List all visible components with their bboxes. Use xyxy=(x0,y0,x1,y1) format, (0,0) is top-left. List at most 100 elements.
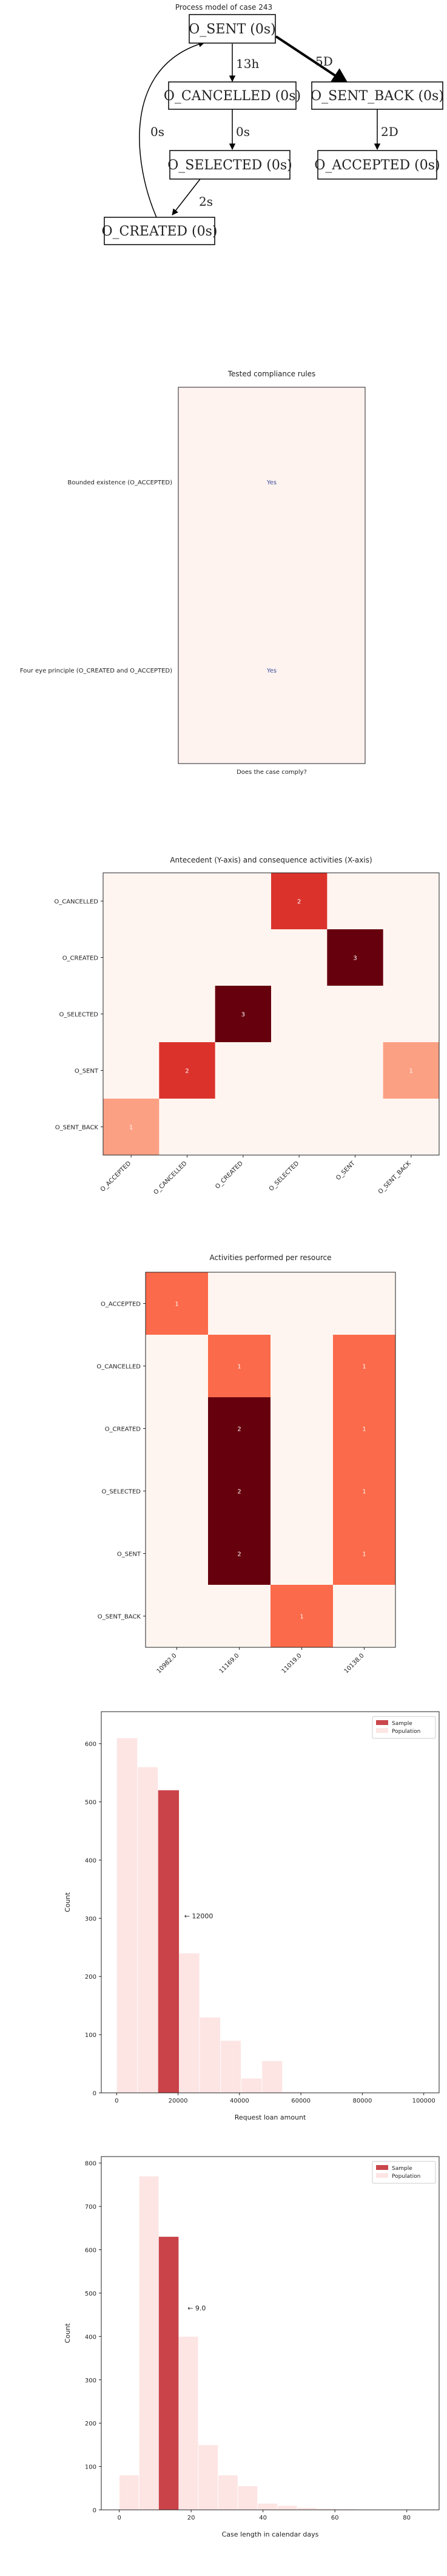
heatmap-cell xyxy=(271,929,328,986)
heatmap-cell xyxy=(146,1272,209,1335)
y-tick-label: O_SENT xyxy=(117,1551,141,1558)
population-bar xyxy=(240,2078,263,2093)
y-tick-label: 500 xyxy=(85,1800,96,1806)
population-bar xyxy=(178,2336,199,2510)
edge-sent-sentback xyxy=(275,35,349,85)
edge-label-13h: 13h xyxy=(236,56,259,71)
legend-label: Population xyxy=(392,1729,420,1735)
heatmap-cell-label: 2 xyxy=(237,1426,241,1433)
heatmap-cell xyxy=(383,1042,440,1099)
heatmap-title: Activities performed per resource xyxy=(210,1253,332,1262)
node-label: O_SELECTED (0s) xyxy=(167,158,292,173)
process-edges: 13h 5D 0s 2D 2s 0s xyxy=(139,35,398,218)
heatmap-cell xyxy=(383,873,440,930)
x-tick-label: 60000 xyxy=(291,2098,311,2104)
heatmap-cell-label: 1 xyxy=(362,1364,366,1371)
y-tick-label: O_SELECTED xyxy=(101,1489,141,1496)
heatmap-cell xyxy=(146,1460,209,1523)
heatmap-cell xyxy=(333,1335,396,1398)
legend-label: Sample xyxy=(392,1721,412,1727)
heatmap-cell xyxy=(383,929,440,986)
heatmap-cell xyxy=(271,1397,334,1460)
node-o-cancelled: O_CANCELLED (0s) xyxy=(164,81,301,110)
heatmap-cell xyxy=(271,1585,334,1648)
legend-swatch-sample xyxy=(376,2165,388,2170)
legend-swatch-population xyxy=(376,1728,388,1733)
legend-box xyxy=(372,2161,436,2184)
node-o-accepted: O_ACCEPTED (0s) xyxy=(314,150,440,180)
x-tick-label: 20000 xyxy=(169,2098,188,2104)
edge-label-5d: 5D xyxy=(315,54,333,69)
heatmap-cell xyxy=(159,929,216,986)
heatmap-cell xyxy=(333,1585,396,1648)
y-tick-label: 0 xyxy=(93,2090,96,2097)
sample-bar xyxy=(158,1790,180,2093)
y-tick-label: 600 xyxy=(85,1741,96,1748)
x-tick-label: 40 xyxy=(259,2515,267,2521)
heatmap-cell xyxy=(208,1585,271,1648)
heatmap-cell xyxy=(208,1272,271,1335)
legend-swatch-sample xyxy=(376,1720,388,1725)
x-tick-label: 60 xyxy=(331,2515,339,2521)
y-tick-label: 800 xyxy=(85,2161,96,2168)
heatmap-cell xyxy=(146,1585,209,1648)
legend-label: Population xyxy=(392,2174,420,2180)
x-tick-label: 11019.0 xyxy=(281,1652,303,1675)
population-bar xyxy=(261,2060,283,2093)
heatmap-cell xyxy=(103,1042,160,1099)
edge-label-0s-a: 0s xyxy=(236,124,250,139)
heatmap-cell xyxy=(271,1099,328,1156)
node-o-sent-back: O_SENT_BACK (0s) xyxy=(311,81,444,110)
heatmap-cell-label: 3 xyxy=(241,1012,245,1019)
x-tick-label: O_SENT xyxy=(335,1160,357,1182)
population-bar xyxy=(297,2507,317,2510)
heatmap-cell xyxy=(327,1042,384,1099)
population-bar xyxy=(119,2475,139,2510)
compliance-plot-area xyxy=(178,387,366,764)
x-tick-label: O_CANCELLED xyxy=(152,1160,188,1196)
heatmap-cell xyxy=(271,1460,334,1523)
edge-label-0s-b: 0s xyxy=(150,124,164,139)
heatmap-cell xyxy=(159,986,216,1043)
heatmap-cell xyxy=(146,1397,209,1460)
legend-label: Sample xyxy=(392,2166,412,2172)
y-tick-label: O_SENT_BACK xyxy=(55,1125,99,1131)
node-o-sent: O_SENT (0s) xyxy=(189,14,276,44)
y-tick-label: 0 xyxy=(93,2507,96,2514)
y-tick-label: 200 xyxy=(85,2421,96,2427)
heatmap-cell xyxy=(208,1397,271,1460)
x-tick-label: 10138.0 xyxy=(343,1652,366,1675)
heatmap-cell xyxy=(383,986,440,1043)
y-tick-label: 300 xyxy=(85,2378,96,2384)
heatmap-cell xyxy=(271,873,328,930)
y-tick-label: 100 xyxy=(85,2032,96,2039)
population-bar xyxy=(237,2486,258,2510)
x-tick-label: 20 xyxy=(187,2515,195,2521)
heatmap-cell xyxy=(327,873,384,930)
heatmap-cell xyxy=(208,1335,271,1398)
heatmap-cell xyxy=(327,929,384,986)
heatmap-cell xyxy=(383,1099,440,1156)
y-axis-label: Count xyxy=(64,1892,72,1912)
edge-label-2d: 2D xyxy=(381,124,398,139)
heatmap-cell-label: 1 xyxy=(362,1489,366,1496)
compliance-title: Tested compliance rules xyxy=(227,370,316,378)
y-tick-label: 100 xyxy=(85,2464,96,2471)
heatmap-cell xyxy=(103,929,160,986)
heatmap-frame xyxy=(145,1272,396,1648)
median-annotation: ← 9.0 xyxy=(187,2305,206,2313)
heatmap-cell xyxy=(103,1099,160,1156)
heatmap-cell xyxy=(146,1522,209,1585)
node-o-created: O_CREATED (0s) xyxy=(102,217,218,245)
y-tick-label: 600 xyxy=(85,2248,96,2254)
x-axis-label: Request loan amount xyxy=(235,2113,306,2121)
sample-bar xyxy=(158,2237,179,2510)
x-tick-label: 80000 xyxy=(353,2098,372,2104)
heatmap-cell xyxy=(159,1099,216,1156)
y-tick-label: O_SENT_BACK xyxy=(98,1614,141,1621)
y-tick-label: 500 xyxy=(85,2291,96,2297)
heatmap-cell-label: 1 xyxy=(175,1301,178,1308)
heatmap-cell-label: 3 xyxy=(353,955,357,962)
heatmap-cell xyxy=(271,1042,328,1099)
antecedent-consequence-heatmap: Antecedent (Y-axis) and consequence acti… xyxy=(54,856,440,1196)
